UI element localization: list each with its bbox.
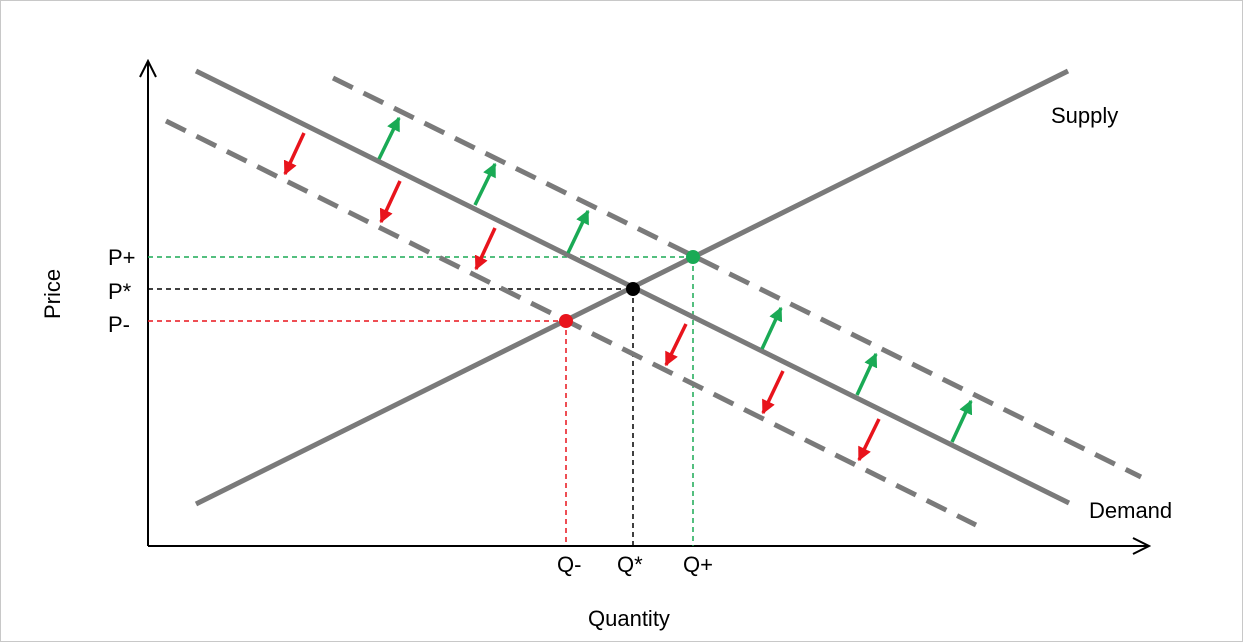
p-star-guide [148,288,634,546]
equilibrium-point-increased [686,250,700,264]
decrease-arrow [283,132,306,176]
q-plus-label: Q+ [683,552,713,577]
demand-increased-curve [331,75,1143,480]
decrease-arrow [664,323,688,367]
decrease-arrow [857,418,881,462]
q-star-label: Q* [617,552,643,577]
increase-arrow [377,116,401,160]
p-plus-guide [148,256,694,546]
equilibrium-point-decreased [559,314,573,328]
q-minus-label: Q- [557,552,581,577]
decrease-arrow [474,227,497,271]
equilibrium-point [626,282,640,296]
demand-label: Demand [1089,498,1172,523]
supply-label: Supply [1051,103,1118,128]
x-axis-label: Quantity [588,606,670,631]
increase-arrow [855,352,878,396]
demand-decrease-arrows [283,132,881,462]
y-axis-label: Price [40,269,65,319]
p-plus-label: P+ [108,245,136,270]
p-minus-guide [148,320,567,546]
p-minus-label: P- [108,312,130,337]
increase-arrow [950,399,973,443]
decrease-arrow [379,180,402,224]
increase-arrow [760,306,783,350]
increase-arrow [566,209,590,254]
decrease-arrow [761,370,785,415]
increase-arrow [473,162,497,206]
p-star-label: P* [108,279,132,304]
demand-increase-arrows [377,116,973,443]
